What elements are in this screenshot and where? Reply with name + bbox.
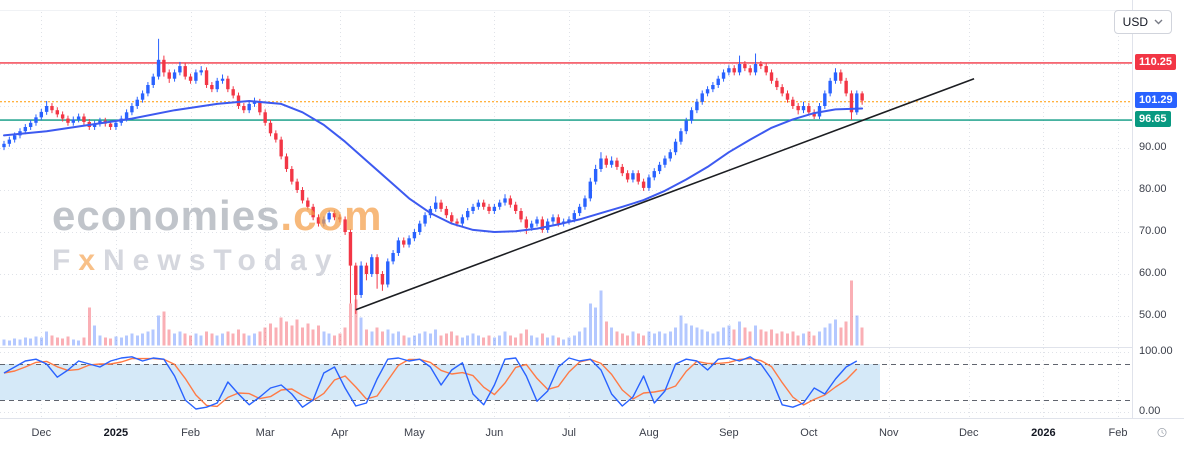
time-tick-label: Nov	[878, 427, 899, 439]
price-badge: 96.65	[1135, 111, 1171, 128]
currency-label: USD	[1122, 15, 1148, 29]
time-tick-label: Oct	[800, 427, 818, 439]
price-axis[interactable]: 90.00 80.00 70.00 60.00 50.00 100.00 0.00 110.2…	[1132, 0, 1184, 418]
time-tick-label: Apr	[331, 427, 349, 439]
time-tick-label: Jul	[561, 427, 576, 439]
time-tick-label: Feb	[181, 427, 201, 439]
oscillator-k-line[interactable]	[3, 356, 858, 410]
price-tick-label: 90.00	[1139, 141, 1167, 153]
time-tick-label: Feb	[1108, 427, 1128, 439]
grid	[0, 12, 1132, 417]
chart-canvas[interactable]	[0, 0, 1132, 418]
price-badge: 110.25	[1135, 53, 1177, 70]
timezone-clock-icon[interactable]	[1151, 421, 1173, 443]
time-tick-label: Aug	[639, 427, 659, 439]
price-tick-label: 50.00	[1139, 309, 1167, 321]
price-tick-label: 60.00	[1139, 267, 1167, 279]
time-tick-label: Dec	[31, 427, 52, 439]
candlestick-series	[2, 38, 864, 314]
price-badge: 101.29	[1135, 91, 1177, 108]
currency-selector-button[interactable]: USD	[1113, 10, 1172, 34]
price-tick-label: 0.00	[1139, 405, 1161, 417]
time-tick-label: Mar	[255, 427, 275, 439]
time-tick-label: May	[404, 427, 425, 439]
price-tick-label: 70.00	[1139, 225, 1167, 237]
chart-area[interactable]: economies.com FxNewsToday	[0, 0, 1132, 418]
time-tick-label: 2026	[1031, 427, 1056, 439]
time-tick-label: 2025	[103, 427, 129, 439]
price-tick-label: 100.00	[1139, 345, 1173, 357]
time-tick-label: Sep	[719, 427, 739, 439]
time-tick-label: Jun	[485, 427, 504, 439]
moving-average-line[interactable]	[3, 100, 864, 233]
volume-series	[2, 280, 864, 346]
time-axis[interactable]: Dec 2025 Feb Mar Apr May Jun Jul Aug Sep Oct Nov Dec…	[0, 418, 1184, 449]
time-tick-label: Dec	[958, 427, 979, 439]
chevron-down-icon	[1154, 19, 1163, 25]
price-tick-label: 80.00	[1139, 183, 1167, 195]
trendline[interactable]	[355, 77, 975, 311]
